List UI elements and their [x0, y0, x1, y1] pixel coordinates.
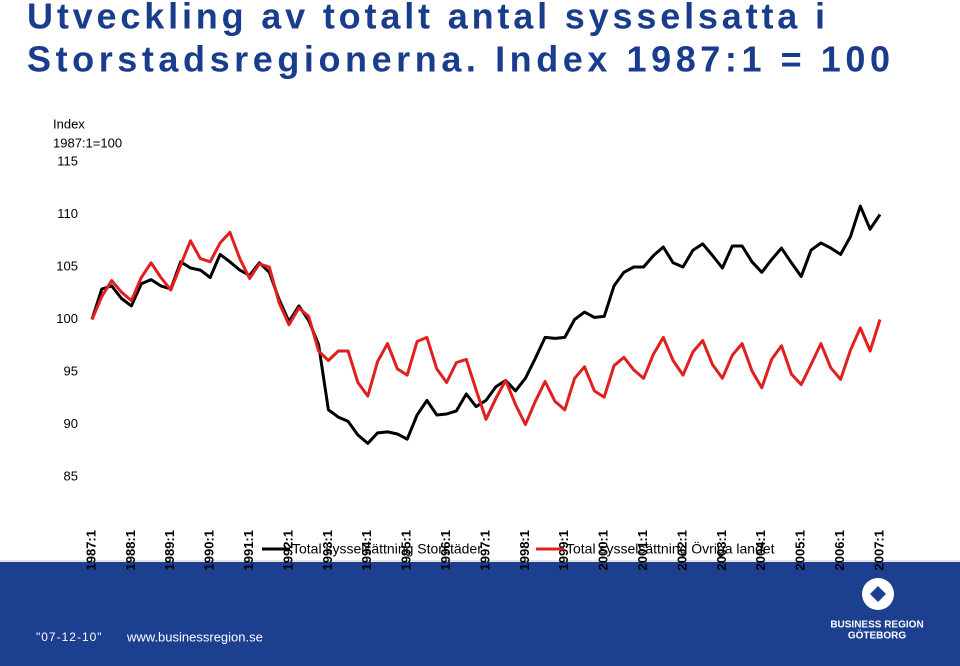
x-tick-label: 1994:1	[359, 530, 374, 570]
y-tick-label: 100	[56, 311, 78, 326]
x-tick-label: 2007:1	[871, 530, 886, 570]
x-tick-label: 2005:1	[793, 530, 808, 570]
x-tick-label: 1990:1	[202, 530, 217, 570]
y-axis-label: Index	[53, 116, 85, 131]
footer-band	[0, 562, 960, 666]
series-line	[90, 204, 882, 445]
x-tick-label: 1989:1	[162, 530, 177, 570]
footer-date: "07-12-10"	[36, 630, 103, 644]
x-tick-label: 2001:1	[635, 530, 650, 570]
x-tick-label: 1993:1	[320, 530, 335, 570]
x-tick-label: 2006:1	[832, 530, 847, 570]
footer-website: www.businessregion.se	[126, 629, 263, 644]
x-tick-label: 1997:1	[477, 530, 492, 570]
y-tick-label: 115	[57, 153, 78, 168]
y-tick-label: 85	[64, 468, 78, 483]
x-tick-label: 1995:1	[399, 530, 414, 570]
logo: BUSINESS REGION GÖTEBORG	[830, 578, 924, 642]
y-tick-label: 105	[56, 258, 78, 273]
x-tick-label: 2004:1	[753, 530, 768, 570]
x-tick-label: 1988:1	[123, 530, 138, 570]
x-tick-label: 2002:1	[674, 530, 689, 570]
x-tick-label: 1998:1	[517, 530, 532, 570]
y-axis-label: 1987:1=100	[53, 135, 122, 150]
x-tick-label: 1991:1	[241, 530, 256, 570]
title-line: Storstadsregionerna. Index 1987:1 = 100	[27, 39, 890, 80]
y-tick-label: 95	[64, 363, 78, 378]
title-line: Utveckling av totalt antal sysselsatta i	[27, 0, 825, 37]
legend-label: Total sysselsättning Övriga landet	[566, 540, 775, 557]
legend-label: Total sysselsättning Storstäder	[292, 541, 482, 557]
y-tick-label: 90	[64, 416, 78, 431]
x-tick-label: 1987:1	[83, 530, 98, 570]
logo-text: BUSINESS REGION	[830, 620, 923, 631]
x-tick-label: 1996:1	[438, 530, 453, 570]
series-line	[90, 230, 882, 426]
x-tick-label: 2003:1	[714, 530, 729, 570]
y-tick-label: 110	[57, 206, 78, 221]
x-tick-label: 2000:1	[596, 530, 611, 570]
logo-text: GÖTEBORG	[848, 629, 907, 642]
logo-icon-cut	[870, 586, 886, 602]
